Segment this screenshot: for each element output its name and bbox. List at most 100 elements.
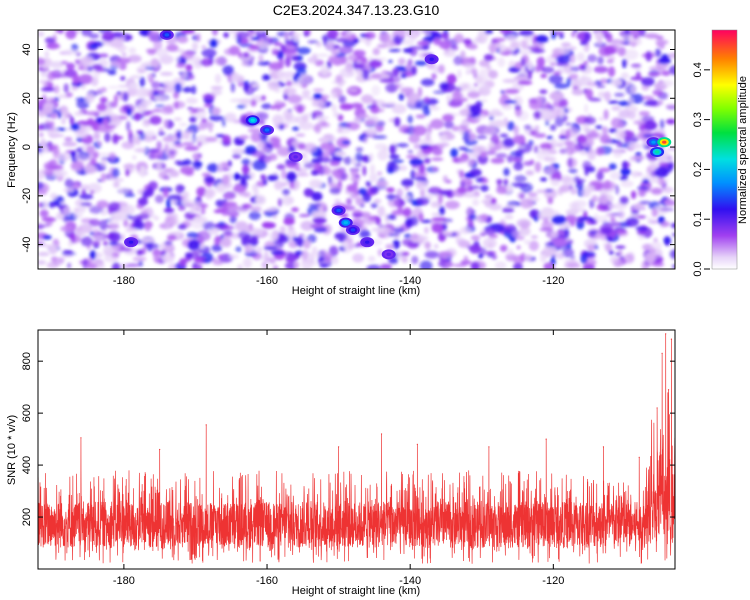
spectral-feature-core (651, 140, 656, 144)
noise-blob (70, 161, 85, 171)
noise-blob (603, 91, 612, 102)
noise-blob (212, 260, 224, 265)
noise-blob (201, 48, 217, 58)
noise-blob (587, 81, 598, 87)
noise-blob (489, 115, 495, 121)
noise-blob (658, 161, 669, 169)
noise-blob (438, 193, 443, 205)
noise-blob (564, 227, 570, 239)
noise-blob (453, 55, 463, 66)
noise-blob (103, 247, 109, 252)
noise-blob (292, 31, 300, 43)
noise-blob (440, 142, 450, 147)
noise-blob (623, 253, 635, 264)
noise-blob (615, 120, 626, 128)
noise-blob (386, 163, 400, 173)
spectrogram-y-label: Frequency (Hz) (6, 112, 18, 188)
noise-blob (126, 263, 140, 268)
noise-blob (462, 193, 478, 198)
noise-blob (446, 94, 451, 103)
noise-blob (200, 252, 214, 263)
x-tick-label: -160 (256, 575, 278, 587)
noise-blob (39, 138, 47, 150)
spectral-feature-core (343, 221, 348, 225)
colorbar-ramp (711, 29, 738, 270)
noise-blob (228, 45, 241, 56)
spectral-feature (288, 151, 303, 162)
x-tick-label: -140 (399, 575, 421, 587)
noise-blob (278, 123, 285, 130)
noise-blob (221, 115, 226, 127)
noise-blob (50, 192, 58, 200)
noise-blob (638, 111, 651, 116)
noise-blob (51, 257, 64, 266)
noise-blob (53, 85, 60, 94)
y-tick-label: 0 (21, 144, 33, 150)
noise-blob (277, 235, 290, 244)
noise-blob (572, 200, 587, 208)
noise-blob (415, 45, 430, 51)
noise-blob (202, 93, 216, 100)
x-tick-label: -160 (256, 275, 278, 287)
noise-blob (108, 232, 122, 242)
noise-blob (634, 203, 643, 210)
noise-blob (467, 43, 478, 50)
spectral-feature-core (164, 33, 170, 37)
noise-blob (103, 255, 119, 263)
noise-blob (323, 150, 331, 159)
noise-blob (478, 59, 490, 68)
noise-blob (120, 76, 126, 81)
noise-blob (670, 222, 675, 229)
noise-blob (296, 76, 304, 88)
noise-blob (518, 49, 533, 55)
noise-blob (361, 94, 374, 104)
noise-blob (207, 163, 219, 173)
noise-blob (179, 123, 188, 127)
noise-blob (568, 73, 579, 81)
noise-blob (44, 51, 50, 58)
noise-blob (608, 250, 614, 256)
snr-peak-point (661, 352, 663, 354)
noise-blob (573, 264, 581, 269)
noise-blob (607, 221, 622, 227)
noise-blob (467, 91, 481, 99)
noise-blob (367, 255, 376, 262)
noise-blob (320, 65, 330, 76)
noise-blob (126, 107, 132, 116)
noise-blob (535, 35, 549, 44)
noise-blob (347, 54, 357, 61)
noise-blob (50, 113, 58, 119)
noise-blob (85, 263, 98, 269)
noise-blob (230, 74, 245, 83)
noise-blob (398, 57, 406, 65)
noise-blob (342, 40, 356, 48)
noise-blob (608, 66, 616, 78)
noise-blob (470, 235, 481, 241)
noise-blob (303, 239, 311, 249)
noise-blob (250, 99, 257, 107)
noise-blob (121, 233, 126, 242)
noise-blob (516, 245, 521, 250)
noise-blob (608, 128, 618, 133)
noise-blob (462, 83, 469, 89)
noise-blob (185, 64, 193, 72)
noise-blob (631, 85, 636, 94)
noise-blob (446, 73, 457, 84)
noise-blob (168, 263, 177, 269)
noise-blob (40, 87, 56, 92)
noise-blob (221, 134, 231, 145)
snr-peak-point (338, 446, 340, 448)
x-tick-label: -140 (399, 275, 421, 287)
noise-blob (376, 180, 389, 188)
noise-blob (533, 145, 539, 154)
noise-blob (125, 168, 130, 177)
noise-blob (118, 189, 124, 195)
noise-blob (303, 142, 318, 154)
spectral-feature (360, 237, 375, 248)
noise-blob (331, 91, 337, 100)
noise-blob (629, 76, 645, 81)
noise-blob (497, 57, 506, 68)
noise-blob (138, 131, 146, 141)
noise-blob (87, 65, 93, 72)
noise-blob (533, 216, 539, 222)
